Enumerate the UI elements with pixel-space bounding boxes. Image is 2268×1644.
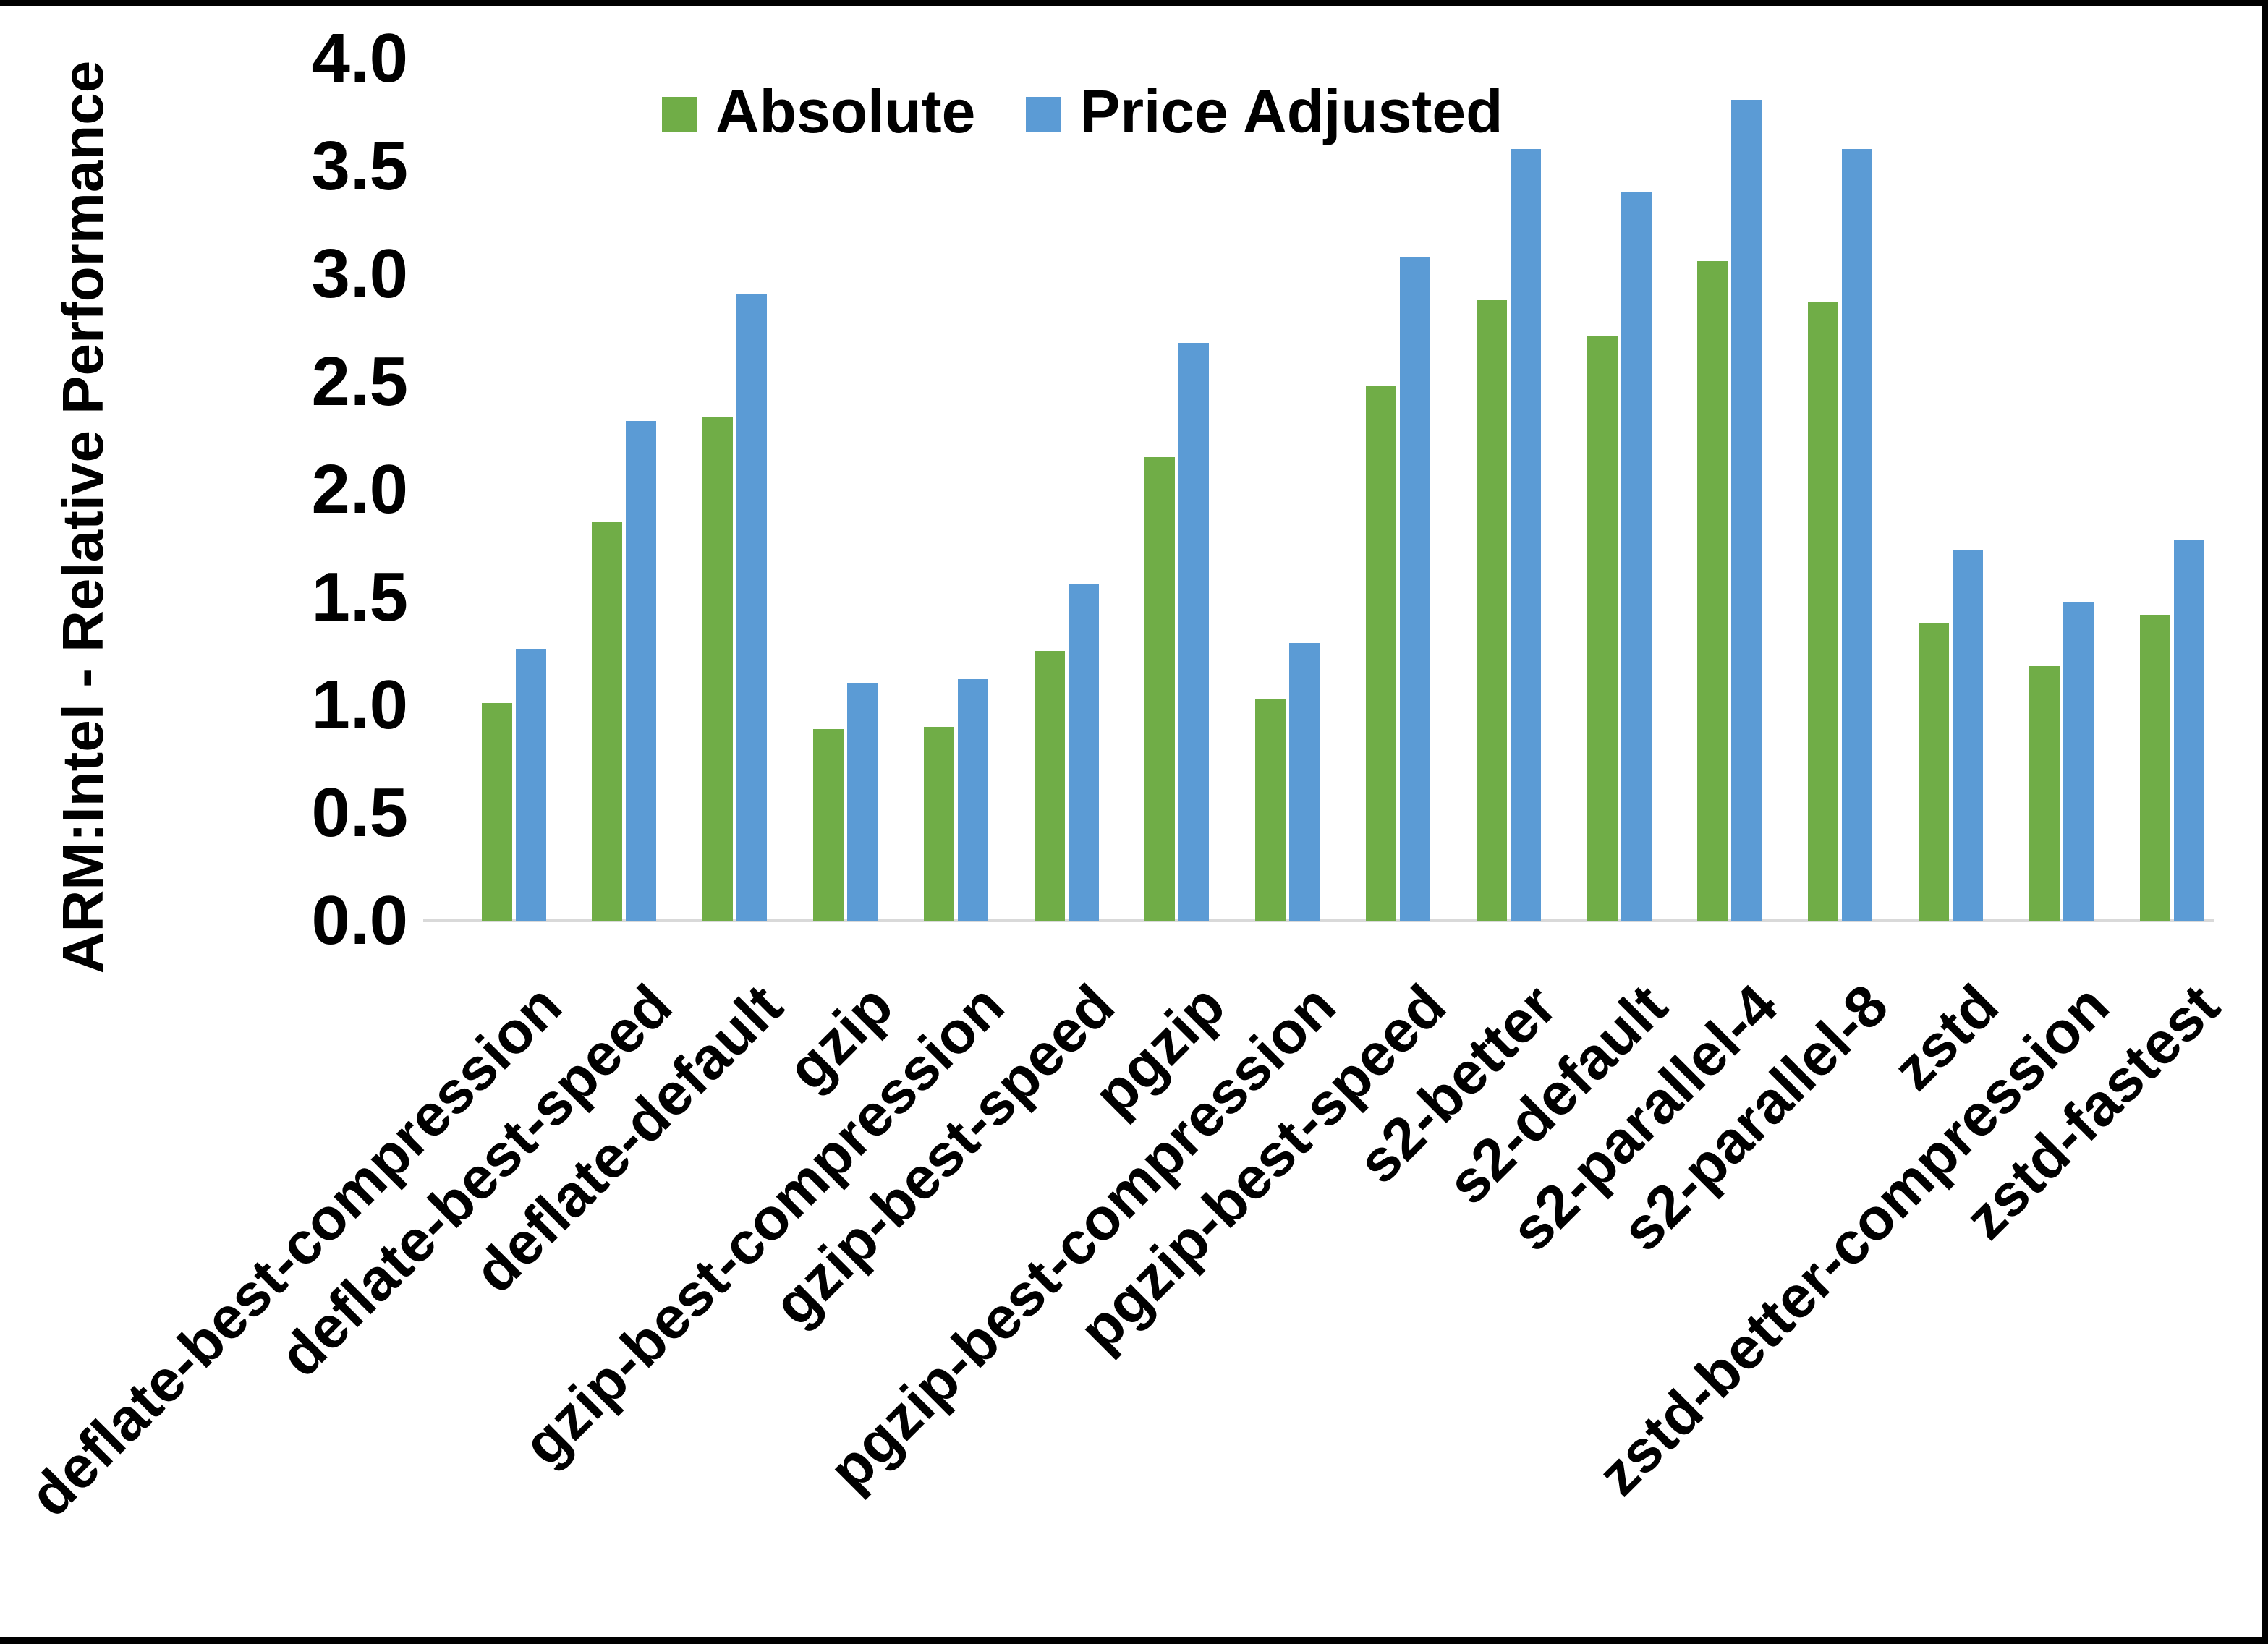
bar-absolute-s2-parallel-4 bbox=[1697, 261, 1728, 921]
y-tick-0.5: 0.5 bbox=[311, 774, 408, 851]
legend-label-price-adjusted: Price Adjusted bbox=[1079, 77, 1503, 145]
bar-price-adjusted-zstd bbox=[1952, 550, 1983, 921]
bar-price-adjusted-zstd-better-compression bbox=[2063, 602, 2094, 921]
bar-price-adjusted-s2-parallel-8 bbox=[1842, 149, 1873, 921]
bar-absolute-pgzip-best-compression bbox=[1255, 699, 1286, 921]
y-tick-2.5: 2.5 bbox=[311, 343, 408, 420]
bar-absolute-pgzip bbox=[1144, 457, 1176, 921]
bar-price-adjusted-s2-parallel-4 bbox=[1731, 100, 1762, 921]
bar-price-adjusted-pgzip-best-speed bbox=[1399, 257, 1430, 921]
bar-price-adjusted-deflate-best-compression bbox=[515, 649, 546, 921]
y-axis-title: ARM:Intel - Relative Performance bbox=[51, 60, 115, 974]
bar-absolute-zstd-fastest bbox=[2139, 615, 2170, 921]
bar-absolute-deflate-best-speed bbox=[592, 522, 623, 921]
bar-price-adjusted-gzip bbox=[846, 683, 878, 921]
legend: Absolute Price Adjusted bbox=[662, 71, 1503, 152]
bar-absolute-s2-better bbox=[1476, 300, 1507, 921]
bar-price-adjusted-pgzip-best-compression bbox=[1289, 643, 1320, 921]
bar-price-adjusted-pgzip bbox=[1178, 343, 1210, 921]
frame-border-right bbox=[2262, 0, 2268, 1644]
bar-absolute-zstd bbox=[1918, 623, 1949, 921]
bar-absolute-s2-default bbox=[1587, 336, 1618, 921]
legend-swatch-price-adjusted bbox=[1026, 97, 1061, 132]
y-tick-1.5: 1.5 bbox=[311, 558, 408, 636]
y-tick-1.0: 1.0 bbox=[311, 666, 408, 744]
legend-item-price-adjusted: Price Adjusted bbox=[1026, 77, 1503, 147]
y-tick-3.5: 3.5 bbox=[311, 127, 408, 205]
bar-price-adjusted-s2-better bbox=[1510, 149, 1541, 921]
legend-swatch-absolute bbox=[662, 97, 697, 132]
bar-price-adjusted-zstd-fastest bbox=[2173, 540, 2204, 921]
frame-border-top bbox=[0, 0, 2268, 6]
bar-price-adjusted-gzip-best-compression bbox=[957, 679, 988, 921]
bar-absolute-pgzip-best-speed bbox=[1365, 386, 1396, 921]
bar-absolute-zstd-better-compression bbox=[2029, 666, 2060, 921]
bar-absolute-gzip bbox=[812, 729, 844, 921]
bar-absolute-deflate-best-compression bbox=[481, 703, 512, 921]
bar-absolute-deflate-default bbox=[702, 417, 734, 921]
bar-price-adjusted-deflate-default bbox=[736, 294, 768, 921]
bar-absolute-gzip-best-compression bbox=[923, 727, 954, 921]
y-tick-3.0: 3.0 bbox=[311, 235, 408, 312]
bar-price-adjusted-deflate-best-speed bbox=[626, 421, 657, 921]
bar-price-adjusted-gzip-best-speed bbox=[1068, 584, 1099, 921]
y-tick-4.0: 4.0 bbox=[311, 20, 408, 97]
legend-label-absolute: Absolute bbox=[715, 77, 976, 145]
y-tick-2.0: 2.0 bbox=[311, 451, 408, 528]
bar-absolute-s2-parallel-8 bbox=[1808, 302, 1839, 921]
x-axis-line bbox=[423, 919, 2214, 922]
frame-border-bottom bbox=[0, 1637, 2268, 1644]
y-tick-0.0: 0.0 bbox=[311, 882, 408, 959]
bar-price-adjusted-s2-default bbox=[1621, 192, 1652, 921]
bar-absolute-gzip-best-speed bbox=[1034, 651, 1065, 921]
legend-item-absolute: Absolute bbox=[662, 77, 975, 147]
